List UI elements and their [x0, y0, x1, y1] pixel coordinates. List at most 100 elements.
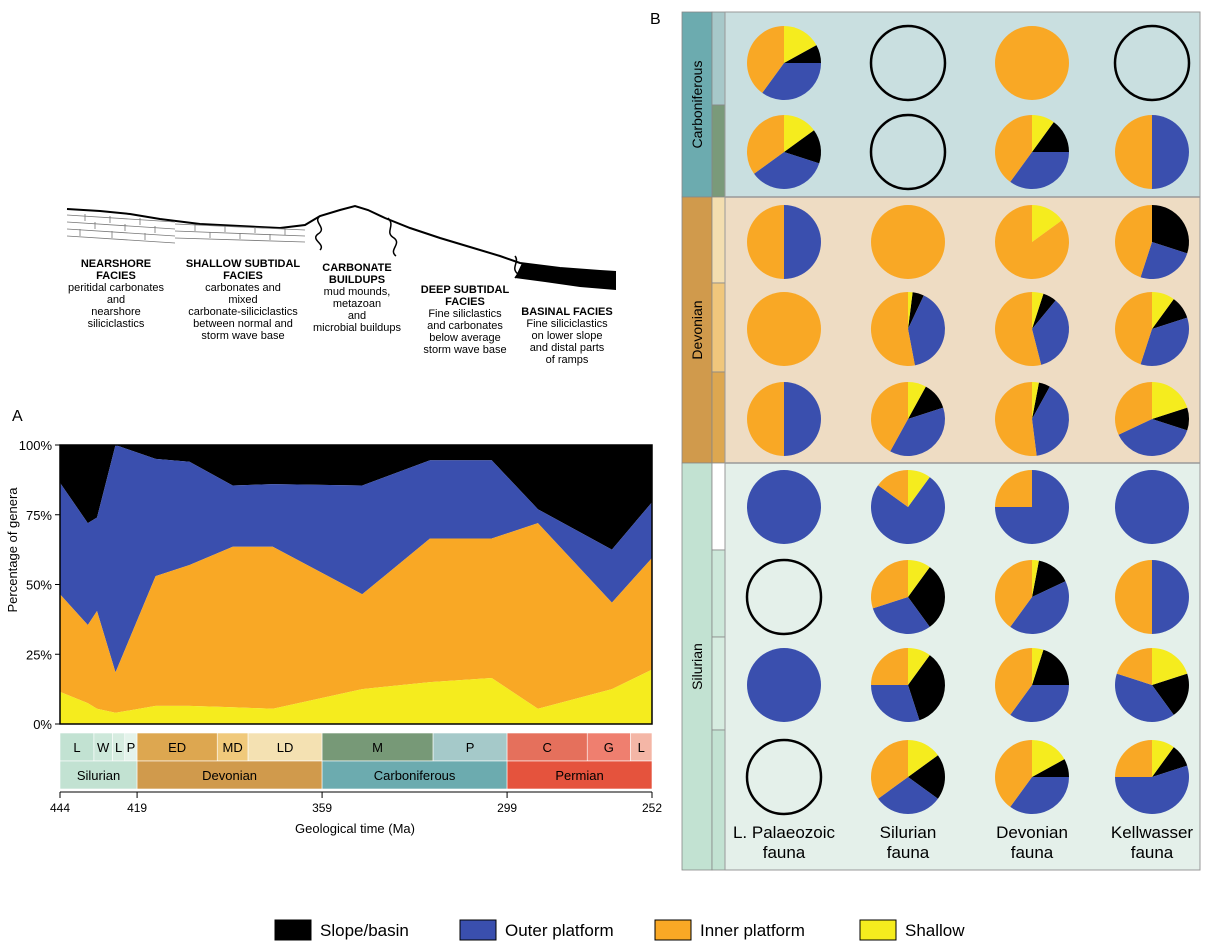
- legend-label: Shallow: [905, 921, 965, 940]
- facies-desc: Fine siliclastics: [428, 308, 502, 320]
- stage-label: G: [604, 740, 614, 755]
- pie-slice-slope-basin: [908, 567, 945, 627]
- pie-slice-slope-basin: [1152, 747, 1188, 777]
- pie-slice-outer-platform: [1140, 242, 1188, 279]
- pie-slice-slope-basin: [1152, 299, 1188, 329]
- period-box: [506, 760, 653, 790]
- pie-slice-inner-platform: [871, 648, 908, 685]
- stage-label: M: [372, 740, 383, 755]
- x-tick-label: 359: [312, 801, 332, 815]
- nearshore-bedding: [66, 214, 306, 244]
- facies-title: FACIES: [96, 270, 136, 282]
- y-tick-label: 25%: [26, 647, 52, 662]
- legend-swatch: [859, 919, 897, 941]
- period-bar-label: Devonian: [689, 300, 705, 359]
- pie-slice-inner-platform: [995, 470, 1032, 507]
- pie-slice-shallow: [908, 470, 930, 507]
- facies-desc: carbonate-siliciclastics: [188, 306, 298, 318]
- pie-slice-outer-platform: [871, 477, 946, 545]
- period-label: Carboniferous: [374, 768, 456, 783]
- sub-stage-cell: [711, 549, 726, 638]
- pie-slice-outer-platform: [890, 407, 945, 456]
- pie-slice-outer-platform: [1140, 317, 1189, 366]
- stage-label: L: [115, 740, 122, 755]
- pie-slice-shallow: [1032, 115, 1054, 152]
- pie-slice-outer-platform: [1115, 470, 1189, 544]
- column-label: Silurian: [880, 823, 937, 842]
- pie-empty: [869, 113, 947, 191]
- pie-slice-inner-platform: [1115, 115, 1152, 189]
- pie-slice-inner-platform: [995, 740, 1032, 807]
- pie-slice-shallow: [1152, 648, 1188, 685]
- pie-empty: [745, 738, 823, 816]
- stage-box: [247, 732, 323, 762]
- pie-slice-outer-platform: [872, 597, 930, 634]
- pie-slice-inner-platform: [995, 560, 1032, 627]
- legend-label: Inner platform: [700, 921, 805, 940]
- stage-box: [506, 732, 588, 762]
- pie-slice-slope-basin: [908, 292, 924, 329]
- panel-a-label: A: [12, 408, 23, 425]
- pie-slice-outer-platform: [1152, 115, 1189, 189]
- stage-label: P: [466, 740, 475, 755]
- pie-slice-outer-platform: [1010, 777, 1069, 814]
- pie-slice-outer-platform: [1010, 685, 1069, 722]
- facies-desc: storm wave base: [423, 344, 506, 356]
- pie-slice-shallow: [908, 560, 930, 597]
- buildup-left-flank: [315, 215, 323, 251]
- pie-slice-shallow: [908, 291, 913, 329]
- period-bar: [681, 11, 713, 198]
- pie-slice-slope-basin: [1032, 382, 1050, 419]
- pie-slice-outer-platform: [1010, 152, 1069, 189]
- stage-label: MD: [223, 740, 243, 755]
- pie-slice-slope-basin: [908, 386, 944, 419]
- pie-slice-outer-platform: [784, 382, 821, 456]
- period-bar: [681, 462, 713, 871]
- stage-label: L: [638, 740, 645, 755]
- facies-title: SHALLOW SUBTIDAL: [186, 258, 301, 270]
- period-box: [136, 760, 323, 790]
- facies-desc: below average: [429, 332, 501, 344]
- pie-slice-outer-platform: [747, 648, 821, 722]
- period-label: Permian: [555, 768, 603, 783]
- period-bar-label: Silurian: [689, 643, 705, 690]
- pie-slice-outer-platform: [747, 470, 821, 544]
- pie-slice-outer-platform: [754, 152, 820, 189]
- basin-fill: [515, 263, 616, 290]
- pie-slice-inner-platform: [747, 205, 784, 279]
- facies-title: BASINAL FACIES: [521, 306, 612, 318]
- sub-stage-cell: [711, 104, 726, 198]
- pie-slice-outer-platform: [1152, 560, 1189, 634]
- pie-slice-inner-platform: [747, 292, 821, 366]
- stage-label: ED: [168, 740, 186, 755]
- stage-box: [321, 732, 434, 762]
- pie-slice-shallow: [1032, 560, 1039, 597]
- stage-box: [136, 732, 218, 762]
- facies-title: NEARSHORE: [81, 258, 151, 270]
- buildup-right-flank: [387, 217, 398, 257]
- pie-slice-shallow: [1032, 292, 1044, 329]
- facies-desc: between normal and: [193, 318, 293, 330]
- x-axis: 444 419 359 299 252: [50, 791, 662, 815]
- pie-slice-inner-platform: [1115, 560, 1152, 634]
- pie-slice-inner-platform: [878, 470, 908, 507]
- sub-stage-cell: [711, 462, 726, 551]
- stage-box: [432, 732, 508, 762]
- facies-desc: siliciclastics: [88, 318, 145, 330]
- period-bar-label: Carboniferous: [689, 61, 705, 149]
- pie-slice-slope-basin: [784, 130, 821, 164]
- facies-desc: storm wave base: [201, 330, 284, 342]
- pie-slice-shallow: [908, 382, 926, 419]
- column-label: fauna: [1131, 843, 1174, 862]
- pie-slice-outer-platform: [1032, 386, 1069, 456]
- pie-slice-outer-platform: [908, 295, 945, 366]
- stage-label: LD: [277, 740, 294, 755]
- pie-slice-inner-platform: [1115, 740, 1152, 777]
- legend-label: Outer platform: [505, 921, 614, 940]
- sub-stage-cell: [711, 636, 726, 731]
- stage-label: W: [97, 740, 110, 755]
- sub-stage-cell: [711, 11, 726, 106]
- pie-slice-slope-basin: [784, 45, 821, 63]
